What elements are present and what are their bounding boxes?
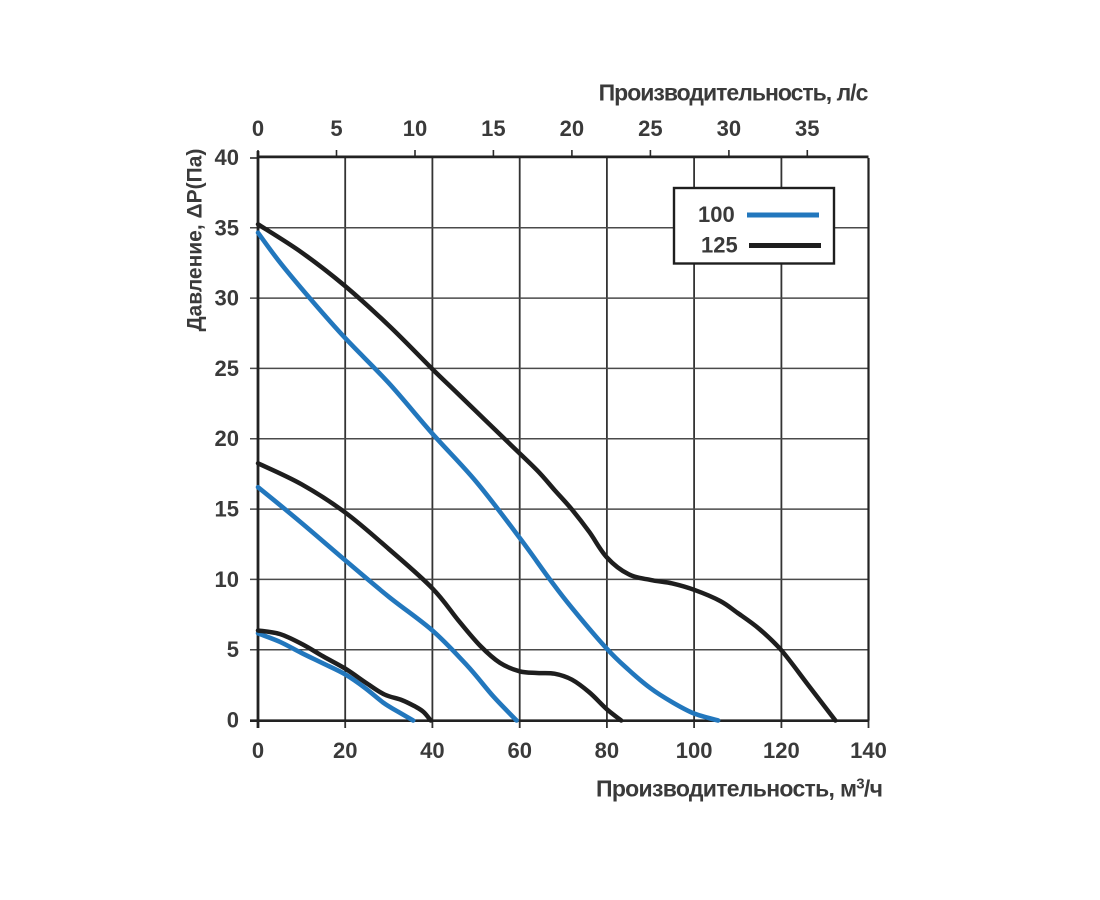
svg-text:100: 100 (698, 202, 735, 227)
svg-text:35: 35 (215, 215, 239, 240)
svg-text:20: 20 (215, 426, 239, 451)
svg-text:25: 25 (215, 356, 239, 381)
svg-text:40: 40 (420, 738, 444, 763)
svg-text:15: 15 (481, 116, 505, 141)
svg-text:140: 140 (850, 738, 887, 763)
svg-text:20: 20 (560, 116, 584, 141)
svg-text:30: 30 (215, 286, 239, 311)
svg-text:35: 35 (795, 116, 819, 141)
svg-text:5: 5 (330, 116, 342, 141)
svg-text:0: 0 (252, 116, 264, 141)
svg-text:Производительность, м3/ч: Производительность, м3/ч (596, 776, 882, 802)
svg-text:20: 20 (333, 738, 357, 763)
svg-text:100: 100 (676, 738, 713, 763)
svg-text:25: 25 (638, 116, 662, 141)
svg-text:10: 10 (215, 567, 239, 592)
svg-text:120: 120 (763, 738, 800, 763)
svg-text:Давление, ΔP(Па): Давление, ΔP(Па) (184, 149, 207, 332)
svg-text:0: 0 (227, 708, 239, 733)
svg-text:60: 60 (507, 738, 531, 763)
svg-text:10: 10 (403, 116, 427, 141)
svg-text:80: 80 (595, 738, 619, 763)
svg-text:0: 0 (252, 738, 264, 763)
svg-text:Производительность, л/с: Производительность, л/с (599, 80, 869, 106)
svg-text:15: 15 (215, 497, 239, 522)
svg-text:40: 40 (215, 145, 239, 170)
svg-text:5: 5 (227, 637, 239, 662)
svg-text:125: 125 (701, 233, 738, 258)
svg-text:30: 30 (717, 116, 741, 141)
